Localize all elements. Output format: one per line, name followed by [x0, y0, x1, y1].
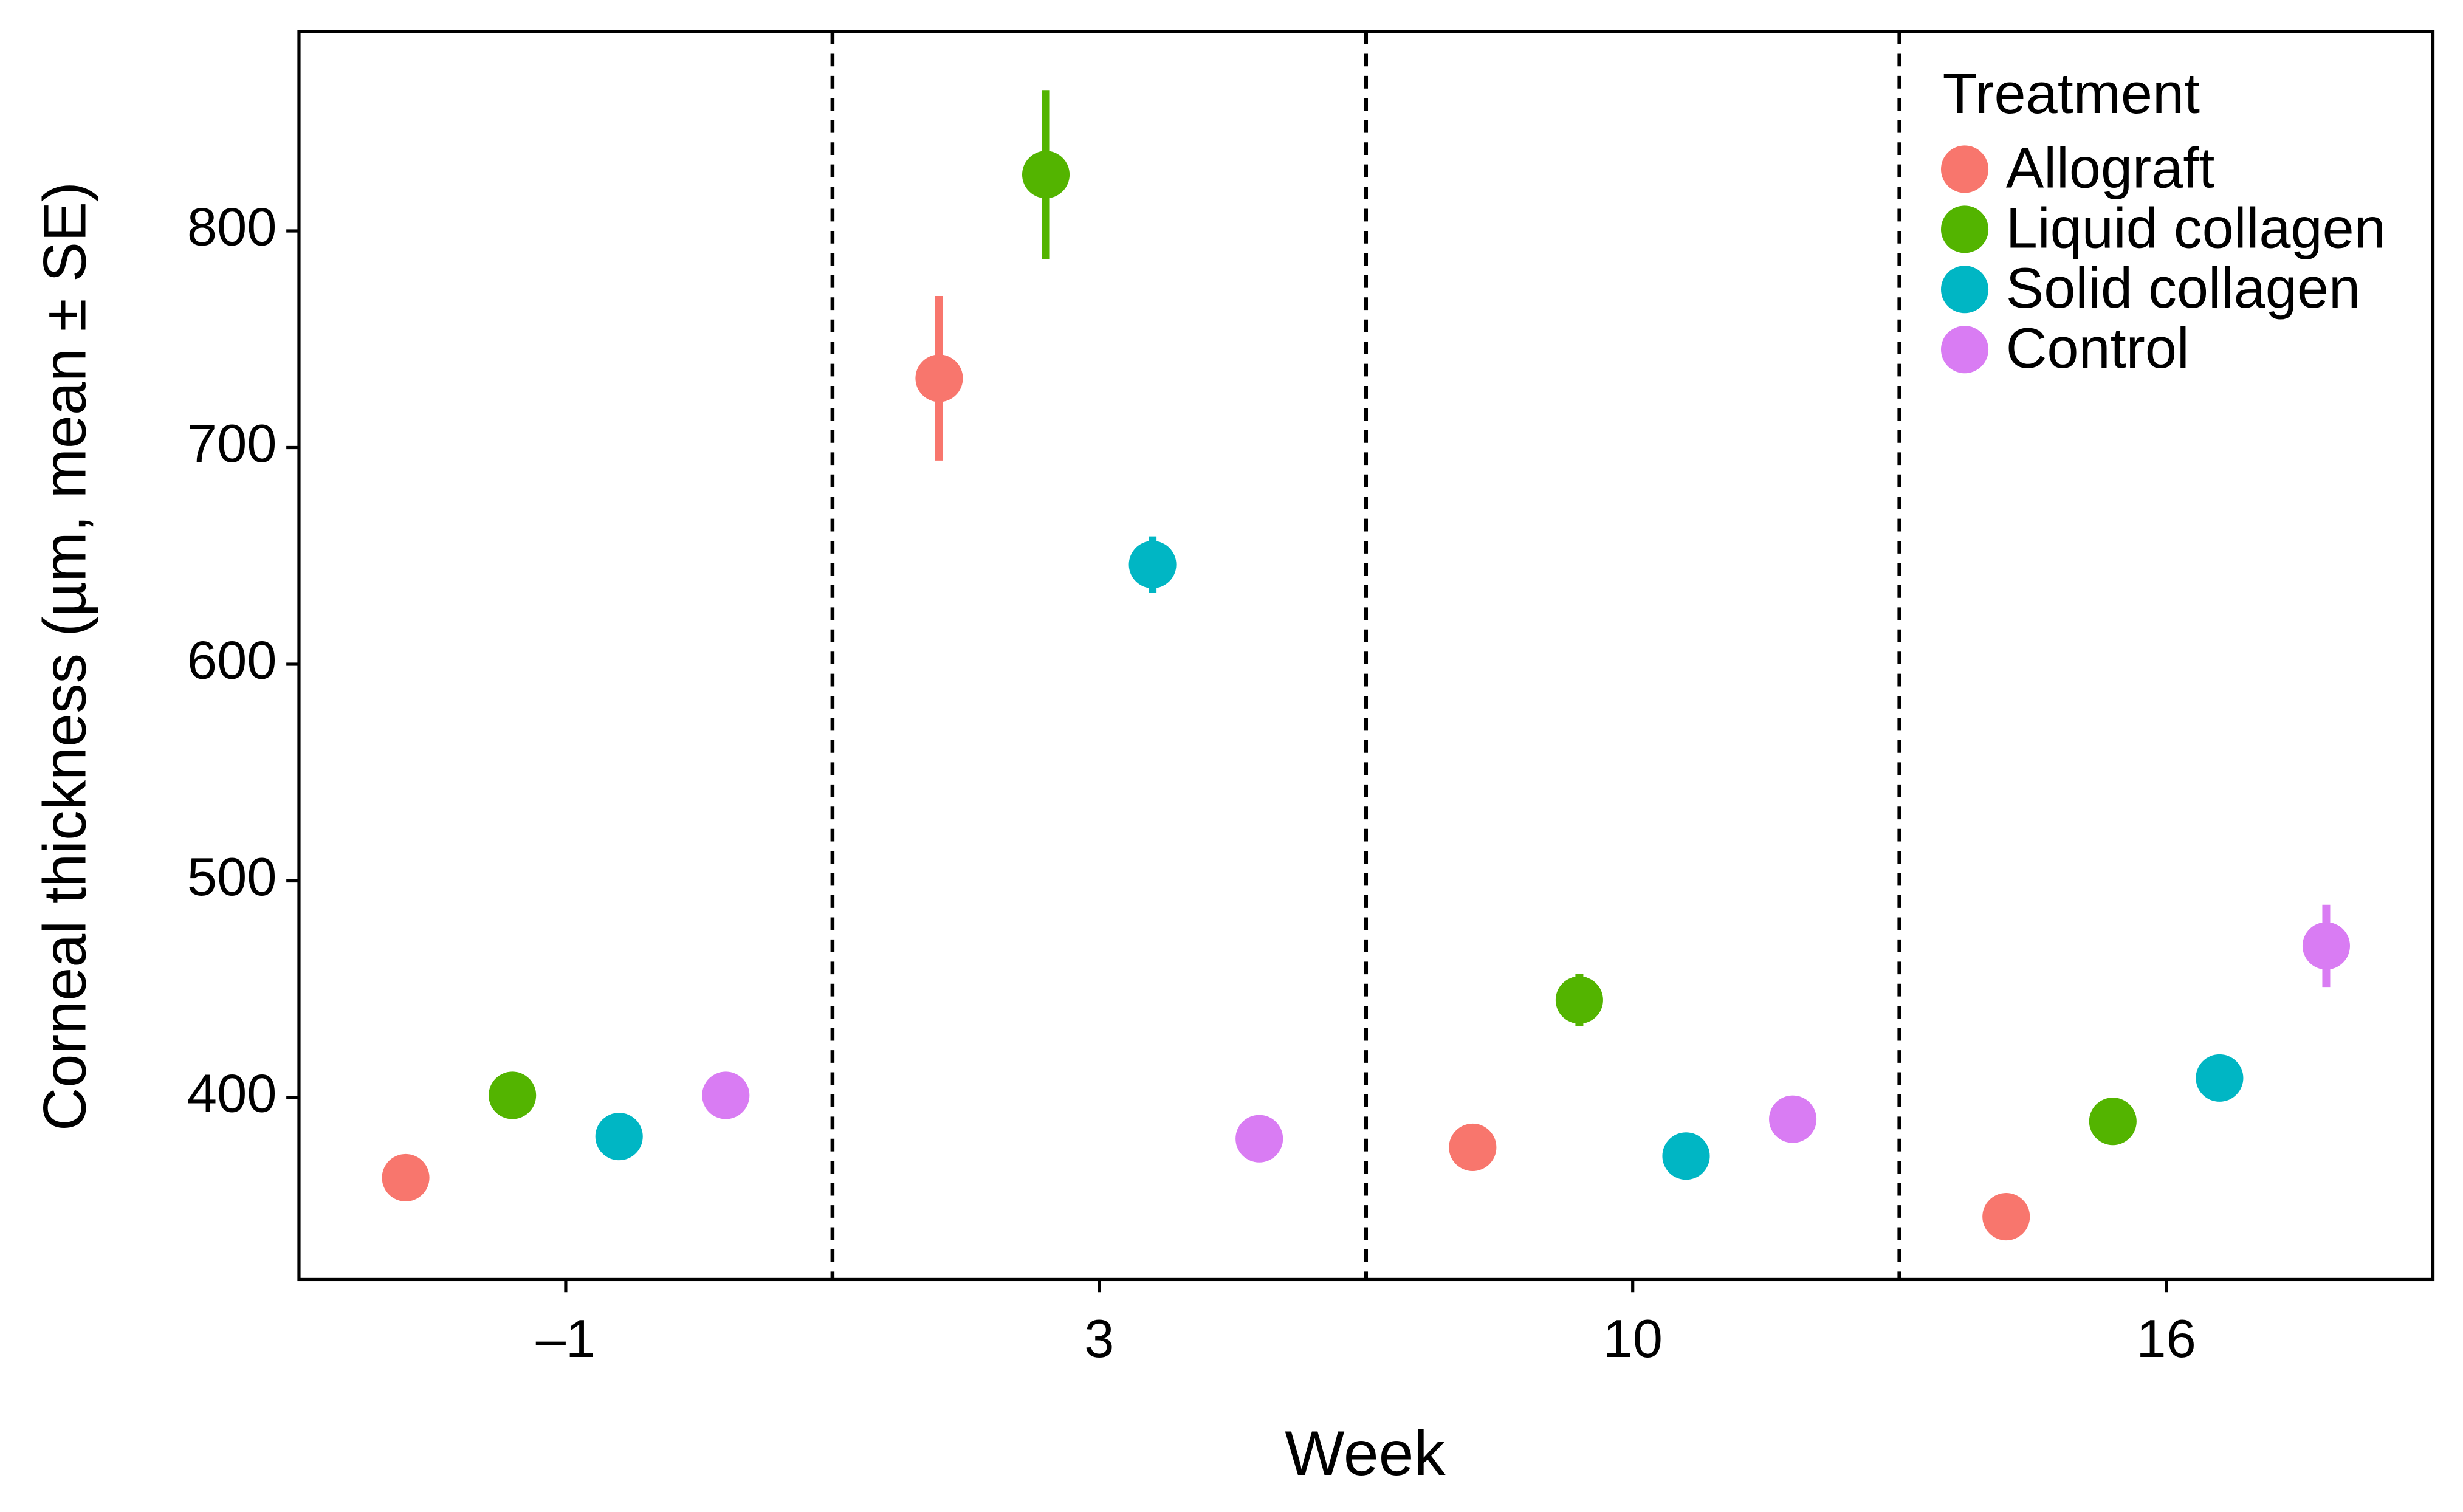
point: [915, 354, 963, 402]
point: [702, 1071, 750, 1119]
point: [1128, 540, 1177, 589]
legend-marker: [1940, 205, 1989, 253]
y-tick-label: 600: [187, 630, 277, 690]
legend-label: Control: [2006, 316, 2190, 380]
legend-marker: [1940, 326, 1989, 374]
legend-label: Liquid collagen: [2006, 196, 2386, 259]
legend-label: Allograft: [2006, 136, 2215, 199]
point: [1769, 1095, 1817, 1143]
y-tick-label: 700: [187, 413, 277, 473]
point: [595, 1113, 643, 1161]
point: [2196, 1054, 2244, 1102]
y-tick-label: 500: [187, 847, 277, 907]
legend-title: Treatment: [1943, 61, 2200, 125]
point: [1235, 1115, 1283, 1163]
x-tick-label: 10: [1602, 1308, 1662, 1369]
point: [1555, 976, 1603, 1024]
point: [1662, 1132, 1710, 1180]
legend-label: Solid collagen: [2006, 256, 2360, 320]
point: [1982, 1193, 2030, 1241]
point: [382, 1153, 430, 1201]
x-tick-label: –1: [536, 1308, 596, 1369]
x-axis-title: Week: [1285, 1418, 1446, 1489]
y-tick-label: 800: [187, 196, 277, 256]
point: [1449, 1123, 1497, 1172]
point: [489, 1071, 537, 1119]
x-tick-label: 16: [2136, 1308, 2196, 1369]
y-axis-title: Corneal thickness (µm, mean ± SE): [31, 182, 98, 1131]
legend-marker: [1940, 145, 1989, 193]
point: [2302, 922, 2351, 970]
point: [2089, 1098, 2137, 1146]
legend-marker: [1940, 266, 1989, 314]
y-tick-label: 400: [187, 1063, 277, 1123]
point: [1022, 151, 1070, 199]
x-tick-label: 3: [1084, 1308, 1114, 1369]
